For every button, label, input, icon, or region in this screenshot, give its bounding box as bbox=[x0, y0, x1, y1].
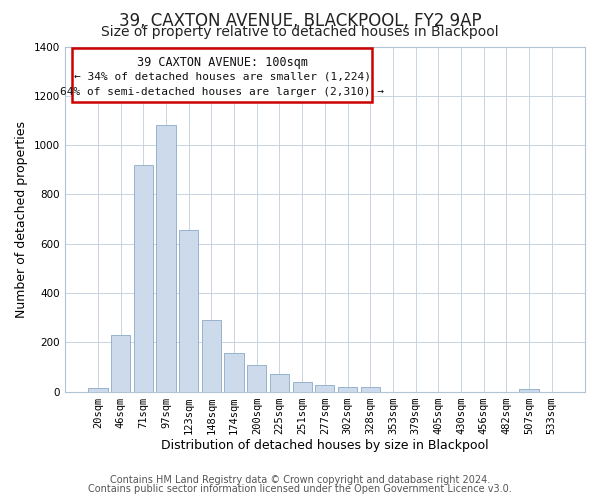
X-axis label: Distribution of detached houses by size in Blackpool: Distribution of detached houses by size … bbox=[161, 440, 488, 452]
Text: 64% of semi-detached houses are larger (2,310) →: 64% of semi-detached houses are larger (… bbox=[60, 88, 384, 98]
Text: ← 34% of detached houses are smaller (1,224): ← 34% of detached houses are smaller (1,… bbox=[74, 72, 371, 82]
Text: 39, CAXTON AVENUE, BLACKPOOL, FY2 9AP: 39, CAXTON AVENUE, BLACKPOOL, FY2 9AP bbox=[119, 12, 481, 30]
Bar bbox=[134, 166, 153, 392]
Text: Size of property relative to detached houses in Blackpool: Size of property relative to detached ho… bbox=[101, 25, 499, 39]
Text: Contains public sector information licensed under the Open Government Licence v3: Contains public sector information licen… bbox=[88, 484, 512, 494]
Bar bbox=[293, 382, 312, 392]
Bar bbox=[179, 230, 199, 392]
Bar bbox=[338, 387, 357, 392]
FancyBboxPatch shape bbox=[73, 48, 371, 102]
Text: Contains HM Land Registry data © Crown copyright and database right 2024.: Contains HM Land Registry data © Crown c… bbox=[110, 475, 490, 485]
Bar bbox=[270, 374, 289, 392]
Text: 39 CAXTON AVENUE: 100sqm: 39 CAXTON AVENUE: 100sqm bbox=[137, 56, 308, 69]
Bar bbox=[247, 365, 266, 392]
Bar bbox=[520, 389, 539, 392]
Bar bbox=[361, 387, 380, 392]
Bar bbox=[202, 320, 221, 392]
Bar bbox=[157, 125, 176, 392]
Bar bbox=[111, 336, 130, 392]
Bar bbox=[88, 388, 107, 392]
Y-axis label: Number of detached properties: Number of detached properties bbox=[15, 120, 28, 318]
Bar bbox=[315, 386, 334, 392]
Bar bbox=[224, 353, 244, 392]
